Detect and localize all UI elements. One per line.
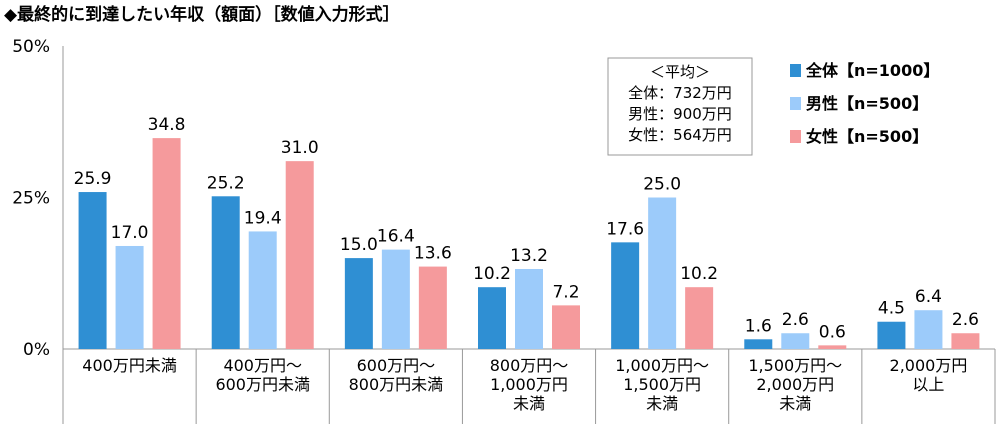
annotation-box (607, 57, 753, 156)
y-tick-label: 0% (23, 340, 50, 360)
data-label: 17.6 (606, 219, 644, 239)
bar (381, 249, 410, 349)
plot-area: 0% 25% 50% 25.9 17.0 34.8 400万円未満 25.2 19.4 31.0 4… (12, 37, 996, 424)
chart-title: ◆最終的に到達したい年収（額面）［数値入力形式］ (4, 4, 400, 25)
bar (951, 333, 980, 349)
data-label: 31.0 (281, 138, 319, 158)
bar (818, 345, 847, 349)
x-tick-label: 以上 (912, 375, 944, 394)
x-tick-label: 800万円～ (490, 356, 569, 375)
data-label: 25.2 (207, 173, 245, 193)
data-label: 6.4 (915, 287, 942, 307)
legend-swatch (790, 97, 801, 110)
x-tick-label: 未満 (779, 394, 811, 413)
data-label: 19.4 (244, 208, 282, 228)
bar (152, 138, 181, 349)
x-tick-label: 未満 (513, 394, 545, 413)
annotation-line: 男性：900万円 (628, 105, 732, 123)
bar (418, 266, 447, 349)
legend-swatch (790, 64, 801, 77)
x-tick-label: 600万円～ (357, 356, 436, 375)
data-label: 25.0 (643, 175, 681, 195)
bar (648, 197, 677, 349)
data-label: 13.6 (414, 244, 452, 264)
bar (248, 231, 277, 349)
bar (115, 245, 144, 349)
data-label: 4.5 (878, 299, 905, 319)
annotation-line: ＜平均＞ (650, 63, 710, 81)
x-tick-label: 1,000万円～ (615, 356, 709, 375)
data-label: 17.0 (111, 223, 149, 243)
data-label: 0.6 (819, 322, 846, 342)
data-label: 10.2 (473, 264, 511, 284)
data-label: 10.2 (680, 264, 718, 284)
data-label: 34.8 (148, 115, 186, 135)
legend-label: 男性【n=500】 (806, 94, 928, 113)
y-tick-label: 25% (12, 189, 50, 209)
data-label: 13.2 (510, 246, 548, 266)
annotation-line: 女性：564万円 (628, 126, 732, 144)
bar (285, 161, 314, 349)
bar (611, 242, 640, 349)
data-label: 16.4 (377, 227, 415, 247)
x-tick-label: 2,000万円 (890, 356, 968, 375)
x-tick-label: 400万円未満 (82, 356, 177, 375)
x-tick-label: 未満 (646, 394, 678, 413)
bar (552, 305, 580, 349)
bar (914, 310, 943, 349)
x-tick-label: 800万円未満 (349, 375, 444, 394)
legend-label: 全体【n=1000】 (805, 61, 939, 80)
bar (344, 258, 373, 349)
data-label: 7.2 (552, 282, 579, 302)
bar (744, 339, 773, 349)
data-label: 15.0 (340, 235, 378, 255)
bar (78, 192, 107, 349)
legend-swatch (790, 130, 801, 143)
data-label: 2.6 (952, 310, 979, 330)
annotation-line: 全体：732万円 (628, 84, 732, 102)
bar (478, 287, 506, 349)
y-tick-label: 50% (12, 37, 50, 57)
data-label: 25.9 (74, 169, 112, 189)
x-tick-label: 2,000万円 (756, 375, 834, 394)
legend-label: 女性【n=500】 (806, 127, 928, 146)
x-tick-label: 600万円未満 (215, 375, 310, 394)
bar (877, 321, 906, 349)
bar (515, 269, 543, 349)
x-tick-label: 400万円～ (223, 356, 302, 375)
bar (781, 333, 810, 349)
data-label: 1.6 (745, 316, 772, 336)
x-tick-label: 1,500万円 (623, 375, 701, 394)
x-tick-label: 1,000万円 (490, 375, 568, 394)
bar (685, 287, 714, 349)
legend: 全体【n=1000】男性【n=500】女性【n=500】 (790, 61, 939, 146)
data-label: 2.6 (782, 310, 809, 330)
x-tick-label: 1,500万円～ (748, 356, 842, 375)
bar (211, 196, 240, 349)
